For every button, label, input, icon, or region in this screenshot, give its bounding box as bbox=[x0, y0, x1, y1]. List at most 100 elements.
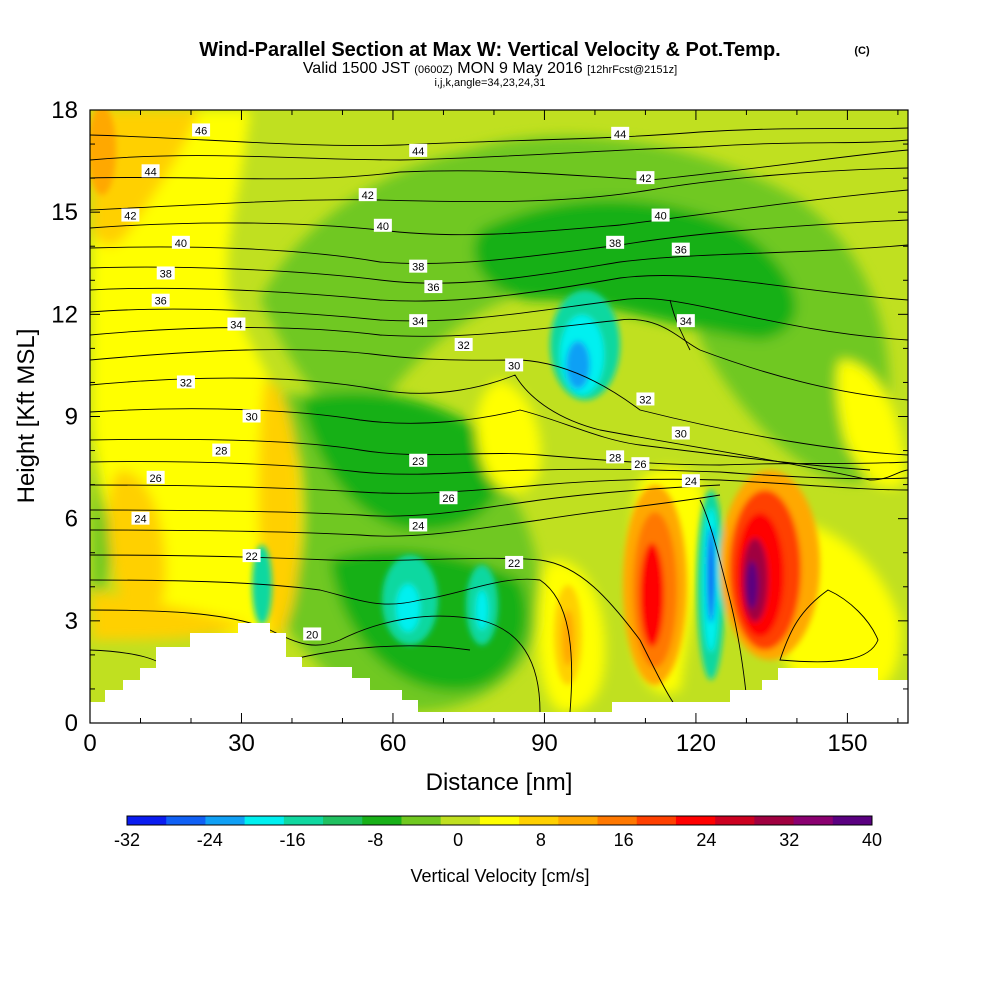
contour-label: 42 bbox=[639, 173, 651, 185]
contour-line bbox=[90, 484, 721, 517]
contour-label: 38 bbox=[160, 268, 172, 280]
contour-label-box bbox=[227, 317, 246, 331]
contour-label-box bbox=[409, 259, 428, 273]
contour-label-box bbox=[156, 266, 175, 280]
contour-label-box bbox=[131, 511, 150, 525]
forecast-info: [12hrFcst@2151z] bbox=[587, 64, 677, 76]
y-tick-label: 6 bbox=[65, 506, 78, 533]
contour-label-box bbox=[676, 314, 695, 328]
colorbar-swatch bbox=[440, 816, 481, 825]
contour-label: 42 bbox=[362, 190, 374, 202]
contour-label-box bbox=[409, 314, 428, 328]
grid-indices: i,j,k,angle=34,23,24,31 bbox=[434, 77, 545, 89]
contour-label-box bbox=[141, 164, 160, 178]
downdraft-core-33 bbox=[252, 545, 272, 625]
contour-label: 28 bbox=[215, 446, 227, 458]
contour-label-box bbox=[424, 280, 443, 294]
contour-line bbox=[90, 461, 908, 480]
contour-line bbox=[699, 499, 749, 713]
colorbar-tick-label: 8 bbox=[536, 830, 546, 850]
contour-line bbox=[90, 275, 908, 302]
contour-label-box bbox=[651, 208, 670, 222]
contour-label: 36 bbox=[675, 245, 687, 257]
colorbar-tick-label: 24 bbox=[696, 830, 716, 850]
updraft-top-left bbox=[90, 110, 116, 195]
contour-label: 44 bbox=[614, 129, 626, 141]
downdraft-core-64-inner bbox=[396, 584, 420, 632]
contour-line bbox=[90, 189, 908, 236]
downdraft-core-80-inner bbox=[476, 590, 488, 630]
contour-line bbox=[90, 408, 871, 471]
contour-label: 23 bbox=[412, 456, 424, 468]
contour-line bbox=[90, 494, 721, 537]
contour-label-box bbox=[606, 235, 625, 249]
contour-label: 30 bbox=[675, 429, 687, 441]
colorbar-swatch bbox=[675, 816, 716, 825]
colorbar-tick-label: -32 bbox=[114, 830, 140, 850]
contour-label: 44 bbox=[412, 146, 424, 158]
contour-line bbox=[90, 478, 908, 494]
x-tick-label: 60 bbox=[380, 730, 407, 757]
contour-label: 26 bbox=[442, 493, 454, 505]
contour-label-box bbox=[171, 235, 190, 249]
ascent-region-right-mid bbox=[836, 360, 905, 488]
contour-label: 30 bbox=[508, 360, 520, 372]
colorbar-swatch bbox=[323, 816, 363, 825]
colorbar-tick-label: 0 bbox=[453, 830, 463, 850]
x-tick-label: 30 bbox=[228, 730, 255, 757]
contour-line bbox=[90, 609, 541, 713]
contour-label: 32 bbox=[458, 340, 470, 352]
contour-label: 22 bbox=[508, 558, 520, 570]
ascent-region-bottom-left bbox=[92, 590, 250, 640]
colorbar-label: Vertical Velocity [cm/s] bbox=[410, 866, 589, 886]
x-tick-label: 0 bbox=[83, 730, 96, 757]
contour-label-box bbox=[636, 392, 655, 406]
colorbar-swatch bbox=[793, 816, 834, 825]
chart-title: Wind-Parallel Section at Max W: Vertical… bbox=[199, 39, 780, 61]
valid-date: MON 9 May 2016 bbox=[457, 60, 582, 77]
colorbar-swatch bbox=[715, 816, 755, 825]
contour-label: 36 bbox=[155, 296, 167, 308]
valid-utc: (0600Z) bbox=[414, 64, 453, 76]
contour-line bbox=[90, 149, 908, 181]
descent-region-upper bbox=[260, 136, 890, 470]
contour-label: 28 bbox=[609, 452, 621, 464]
contour-label: 34 bbox=[412, 316, 424, 328]
contour-line bbox=[90, 554, 681, 713]
contour-label: 40 bbox=[377, 221, 389, 233]
contour-label-box bbox=[606, 450, 625, 464]
updraft-core-94-inner bbox=[562, 610, 574, 666]
x-tick-label: 150 bbox=[827, 730, 867, 757]
colorbar-tick-label: 32 bbox=[779, 830, 799, 850]
y-tick-label: 0 bbox=[65, 710, 78, 737]
contour-line bbox=[779, 589, 879, 663]
contour-label: 40 bbox=[175, 238, 187, 250]
colorbar: -32 -24 -16 -8 0 8 16 24 32 40 bbox=[114, 815, 882, 850]
valid-prefix: Valid 1500 JST bbox=[303, 60, 411, 77]
downdraft-core-97-inner bbox=[566, 341, 590, 389]
y-tick-label: 15 bbox=[51, 199, 78, 226]
contour-label-box bbox=[409, 453, 428, 467]
contour-label-box bbox=[454, 337, 473, 351]
colorbar-tick-label: -8 bbox=[367, 830, 383, 850]
colorbar-swatch bbox=[636, 816, 677, 825]
colorbar-swatch bbox=[832, 816, 873, 825]
contour-label: 24 bbox=[685, 476, 697, 488]
chart-title-tag: (C) bbox=[854, 45, 870, 57]
contour-label-box bbox=[409, 143, 428, 157]
colorbar-swatch bbox=[283, 816, 324, 825]
contour-label-box bbox=[631, 457, 650, 471]
contour-label-box bbox=[242, 549, 261, 563]
x-axis-label: Distance [nm] bbox=[426, 769, 573, 796]
contour-line bbox=[90, 318, 908, 401]
x-tick-label: 120 bbox=[676, 730, 716, 757]
contour-line bbox=[90, 127, 908, 146]
contour-label-box bbox=[192, 123, 211, 137]
colorbar-tick-label: -16 bbox=[280, 830, 306, 850]
contour-label-box bbox=[671, 242, 690, 256]
contour-label-box bbox=[373, 218, 392, 232]
contour-line bbox=[90, 167, 908, 211]
contour-label-box bbox=[303, 627, 322, 641]
contour-label: 30 bbox=[245, 412, 257, 424]
